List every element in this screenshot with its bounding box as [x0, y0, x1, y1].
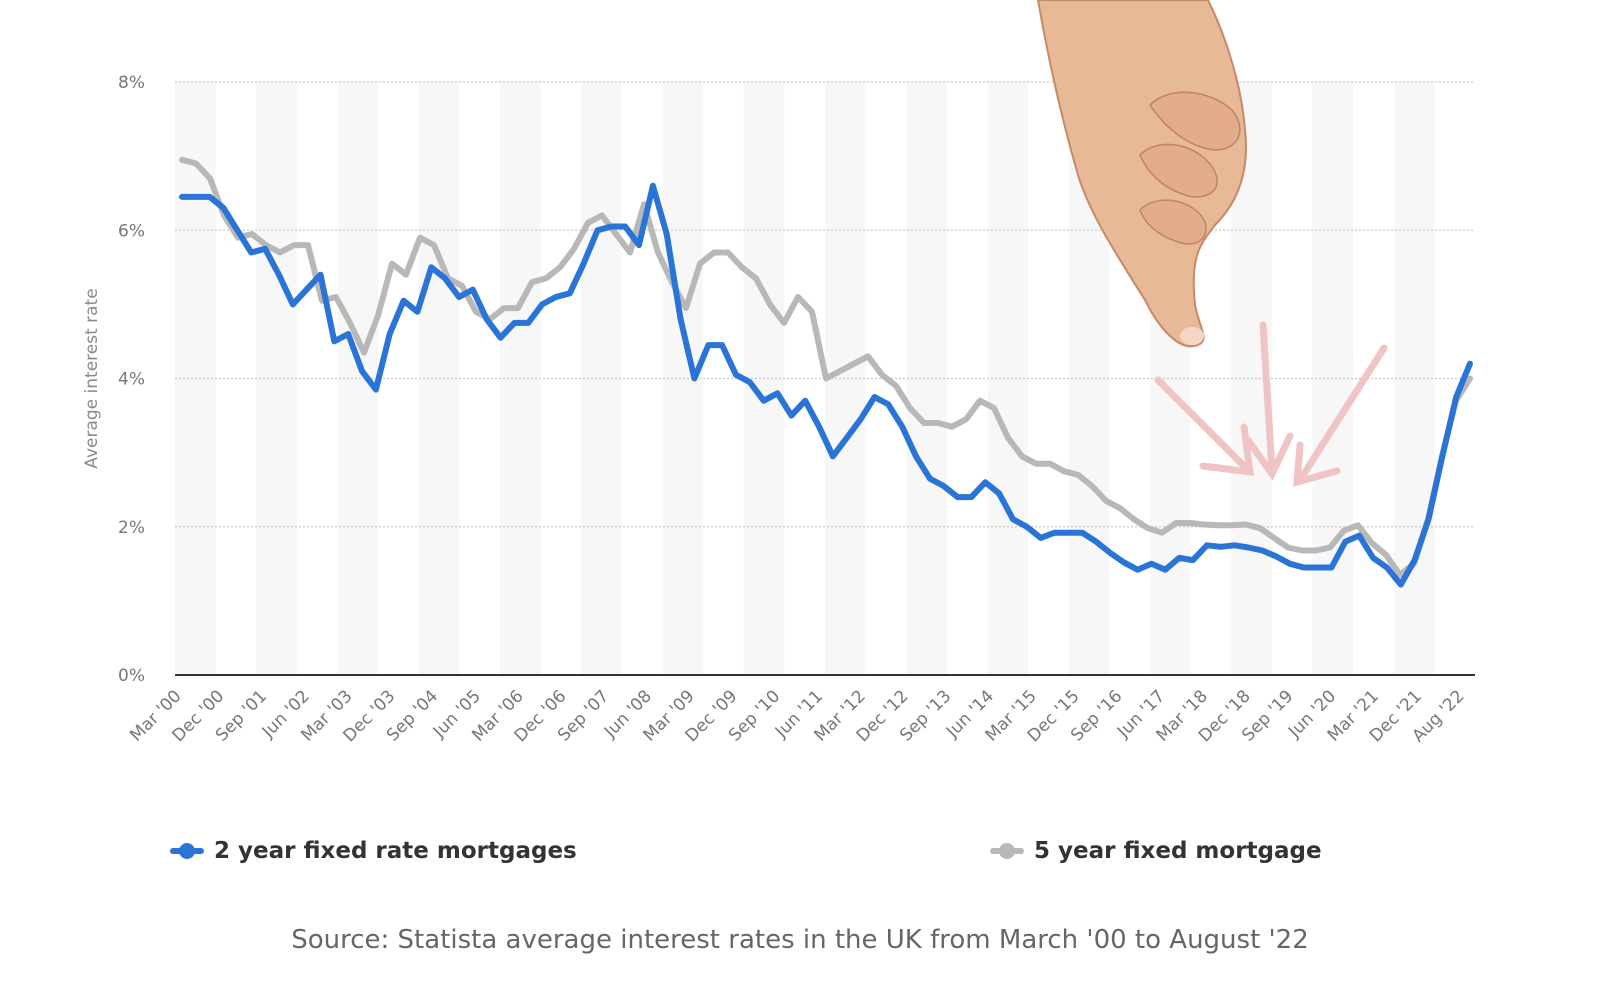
pointing-hand-decoration: [1036, 0, 1247, 348]
source-caption: Source: Statista average interest rates …: [291, 925, 1309, 955]
y-axis-title: Average interest rate: [82, 288, 102, 468]
legend-label-2-year: 2 year fixed rate mortgages: [214, 838, 577, 864]
y-tick-label: 0%: [118, 666, 145, 686]
y-tick-label: 8%: [118, 73, 145, 93]
y-tick-labels: 0% 2% 4% 6% 8%: [118, 73, 145, 686]
legend-item-2-year[interactable]: 2 year fixed rate mortgages: [170, 838, 577, 864]
fingernail-icon: [1180, 327, 1204, 345]
y-tick-label: 6%: [118, 221, 145, 241]
legend-marker-grey: [990, 843, 1024, 859]
pink-arrows-decoration: [1154, 321, 1388, 487]
series-layer: [179, 156, 1473, 588]
legend-label-5-year: 5 year fixed mortgage: [1034, 838, 1322, 864]
legend-item-5-year[interactable]: 5 year fixed mortgage: [990, 838, 1322, 864]
series-line-2-year: [179, 182, 1473, 588]
y-tick-label: 4%: [118, 370, 145, 390]
legend-marker-blue: [170, 843, 204, 859]
series-line-5-year: [179, 156, 1473, 578]
y-tick-label: 2%: [118, 518, 145, 538]
